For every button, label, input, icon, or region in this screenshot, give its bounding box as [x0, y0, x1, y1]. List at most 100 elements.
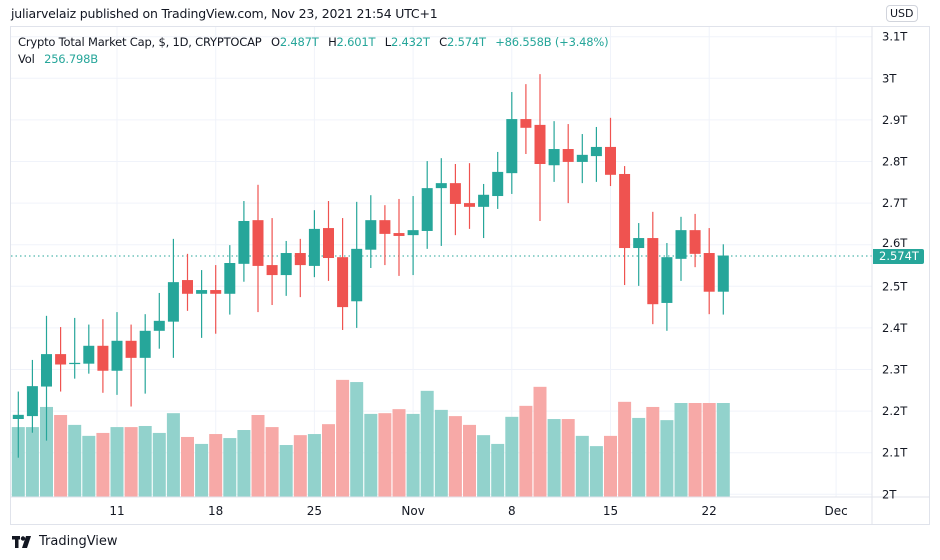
candle[interactable]	[224, 245, 236, 315]
candle[interactable]	[167, 238, 179, 358]
candle[interactable]	[238, 201, 250, 282]
currency-badge[interactable]: USD	[886, 5, 918, 22]
candle[interactable]	[379, 205, 391, 266]
candle[interactable]	[534, 74, 546, 221]
candle[interactable]	[69, 317, 81, 379]
candle[interactable]	[323, 201, 334, 281]
candle[interactable]	[675, 216, 687, 281]
volume-bar	[293, 435, 307, 497]
candle[interactable]	[55, 327, 67, 392]
candle[interactable]	[478, 183, 490, 239]
candle[interactable]	[562, 124, 574, 204]
candle-body	[520, 119, 532, 128]
candle-body	[210, 290, 222, 294]
volume-bar	[40, 406, 53, 497]
footer-brand[interactable]: TradingView	[12, 534, 118, 549]
volume-bar	[96, 432, 110, 497]
candle[interactable]	[182, 253, 193, 311]
candle-body	[605, 146, 616, 175]
candle[interactable]	[365, 195, 377, 268]
candle[interactable]	[337, 218, 349, 330]
candle[interactable]	[590, 126, 602, 182]
candle[interactable]	[393, 198, 405, 276]
candle[interactable]	[111, 312, 123, 395]
y-tick-label: 3.1T	[882, 30, 908, 44]
candle[interactable]	[605, 117, 616, 187]
volume-bar	[378, 413, 392, 497]
change-value: +86.558B (+3.48%)	[495, 35, 609, 49]
volume-bar	[82, 435, 96, 497]
candle-body	[125, 340, 137, 358]
x-tick-label: 15	[603, 504, 618, 518]
candle-body	[590, 146, 602, 157]
candle-body	[153, 320, 165, 331]
candle[interactable]	[252, 184, 264, 313]
volume-bar	[11, 427, 25, 497]
candle[interactable]	[717, 244, 729, 315]
volume-bar	[181, 436, 194, 497]
time-axis[interactable]: 11 18 25 Nov 8 15 22 Dec	[109, 504, 847, 518]
volume-bar	[533, 386, 547, 497]
candle-body	[661, 257, 673, 303]
candle-body	[492, 171, 504, 197]
candle[interactable]	[26, 359, 38, 433]
candle[interactable]	[492, 151, 504, 209]
candle[interactable]	[125, 324, 137, 407]
candle[interactable]	[294, 238, 306, 298]
candle[interactable]	[619, 166, 631, 286]
candle[interactable]	[633, 223, 645, 286]
candle[interactable]	[351, 201, 363, 328]
candle[interactable]	[449, 163, 461, 236]
candle[interactable]	[83, 324, 95, 374]
candle-body	[703, 253, 715, 292]
candle[interactable]	[153, 292, 165, 349]
chart-frame	[10, 26, 930, 525]
candle-body	[308, 228, 320, 266]
candle[interactable]	[266, 218, 278, 306]
candle[interactable]	[407, 196, 419, 276]
candle-body	[12, 414, 24, 420]
candle[interactable]	[97, 319, 109, 393]
brand-name: TradingView	[39, 534, 118, 549]
candle-body	[478, 194, 490, 207]
candle[interactable]	[12, 391, 24, 458]
candle[interactable]	[139, 314, 151, 394]
candle[interactable]	[435, 158, 447, 246]
candle[interactable]	[689, 213, 701, 268]
candle[interactable]	[308, 210, 320, 278]
x-tick-label: 8	[508, 504, 516, 518]
volume-bar	[265, 427, 279, 497]
candle[interactable]	[41, 315, 52, 441]
candle-body	[717, 255, 729, 292]
candle[interactable]	[661, 243, 673, 331]
candle[interactable]	[280, 240, 292, 296]
volume-row: Vol 256.798B	[18, 51, 608, 68]
candle-body	[421, 188, 433, 231]
y-tick-label: 2.9T	[882, 113, 908, 127]
close-label: C	[439, 35, 448, 49]
candle[interactable]	[464, 163, 475, 229]
volume-bar	[589, 446, 603, 497]
candle[interactable]	[196, 270, 208, 338]
candle[interactable]	[506, 92, 518, 194]
volume-bar	[448, 416, 462, 497]
candle-body	[26, 386, 38, 417]
candle-body	[351, 248, 363, 302]
x-tick-label: 11	[109, 504, 124, 518]
candle[interactable]	[548, 121, 560, 182]
candle-body	[266, 265, 278, 276]
price-axis[interactable]: 3.1T 3T 2.9T 2.8T 2.7T 2.6T 2.5T 2.4T 2.3T 2.2T 2.…	[882, 30, 908, 502]
candle[interactable]	[520, 84, 532, 155]
candle[interactable]	[210, 265, 222, 334]
candle[interactable]	[576, 134, 588, 184]
candle-body	[407, 230, 419, 236]
candle[interactable]	[703, 228, 715, 315]
volume-bar	[575, 435, 589, 497]
symbol-title[interactable]: Crypto Total Market Cap, $, 1D, CRYPTOCA…	[18, 35, 262, 49]
y-tick-label: 2.3T	[882, 363, 908, 377]
candle[interactable]	[421, 161, 433, 249]
candle[interactable]	[647, 211, 659, 325]
high-value: 2.601T	[336, 35, 376, 49]
open-value: 2.487T	[279, 35, 319, 49]
